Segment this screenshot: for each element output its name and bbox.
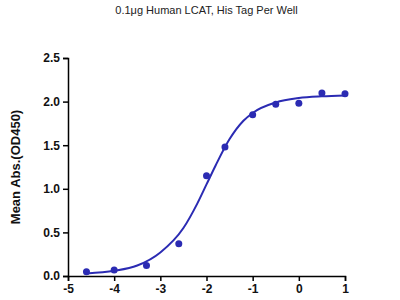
y-tick-mark (63, 101, 68, 103)
y-axis: 0.0 0.5 1.0 1.5 2.0 2.5 (43, 51, 68, 283)
y-tick-label: 2.0 (43, 95, 60, 109)
x-tick-label: -1 (248, 282, 259, 296)
plot: -5 -4 -3 -2 -1 0 1 0.0 0.5 1.0 1.5 2.0 2.5 (43, 51, 349, 295)
x-tick-mark (160, 276, 162, 281)
fit-line (86, 95, 345, 273)
y-tick-label: 1.5 (43, 139, 60, 153)
y-tick: 1.0 (43, 182, 68, 196)
x-tick-mark (206, 276, 208, 281)
y-tick: 0.0 (43, 269, 68, 283)
x-tick: 1 (342, 276, 349, 296)
x-tick: -3 (155, 276, 166, 296)
x-tick-label: 0 (296, 282, 303, 296)
y-tick-mark (63, 276, 68, 278)
point (175, 240, 182, 247)
x-axis-line (69, 277, 346, 282)
x-tick-label: 1 (342, 282, 349, 296)
x-tick: 0 (296, 276, 303, 296)
y-tick-mark (63, 189, 68, 191)
x-tick-mark (252, 276, 254, 281)
y-tick-label: 0.5 (43, 226, 60, 240)
x-tick-label: -5 (63, 282, 74, 296)
x-tick: -4 (109, 276, 120, 296)
x-tick-label: -3 (155, 282, 166, 296)
point (295, 100, 302, 107)
x-tick: -2 (202, 276, 213, 296)
y-tick-mark (63, 145, 68, 147)
y-tick-label: 1.0 (43, 182, 60, 196)
x-tick-label: -2 (202, 282, 213, 296)
x-tick-label: -4 (109, 282, 120, 296)
y-axis-line (63, 59, 69, 277)
marks (83, 89, 349, 275)
y-tick-label: 2.5 (43, 51, 60, 65)
y-tick-label: 0.0 (43, 269, 60, 283)
y-axis-title: Mean Abs.(OD450) (8, 110, 23, 224)
x-tick: -1 (248, 276, 259, 296)
y-tick-mark (63, 232, 68, 234)
x-tick: -5 (63, 276, 74, 296)
title: 0.1μg Human LCAT, His Tag Per Well (115, 4, 297, 16)
y-tick: 1.5 (43, 139, 68, 153)
x-tick-mark (345, 276, 347, 281)
y-tick: 2.0 (43, 95, 68, 109)
x-axis: -5 -4 -3 -2 -1 0 1 (63, 276, 349, 296)
x-tick-mark (299, 276, 301, 281)
y-tick: 0.5 (43, 226, 68, 240)
y-tick-mark (63, 58, 68, 60)
y-tick: 2.5 (43, 51, 68, 65)
chart: 0.1μg Human LCAT, His Tag Per Well -5 -4 -3… (0, 0, 400, 300)
x-tick-mark (114, 276, 116, 281)
